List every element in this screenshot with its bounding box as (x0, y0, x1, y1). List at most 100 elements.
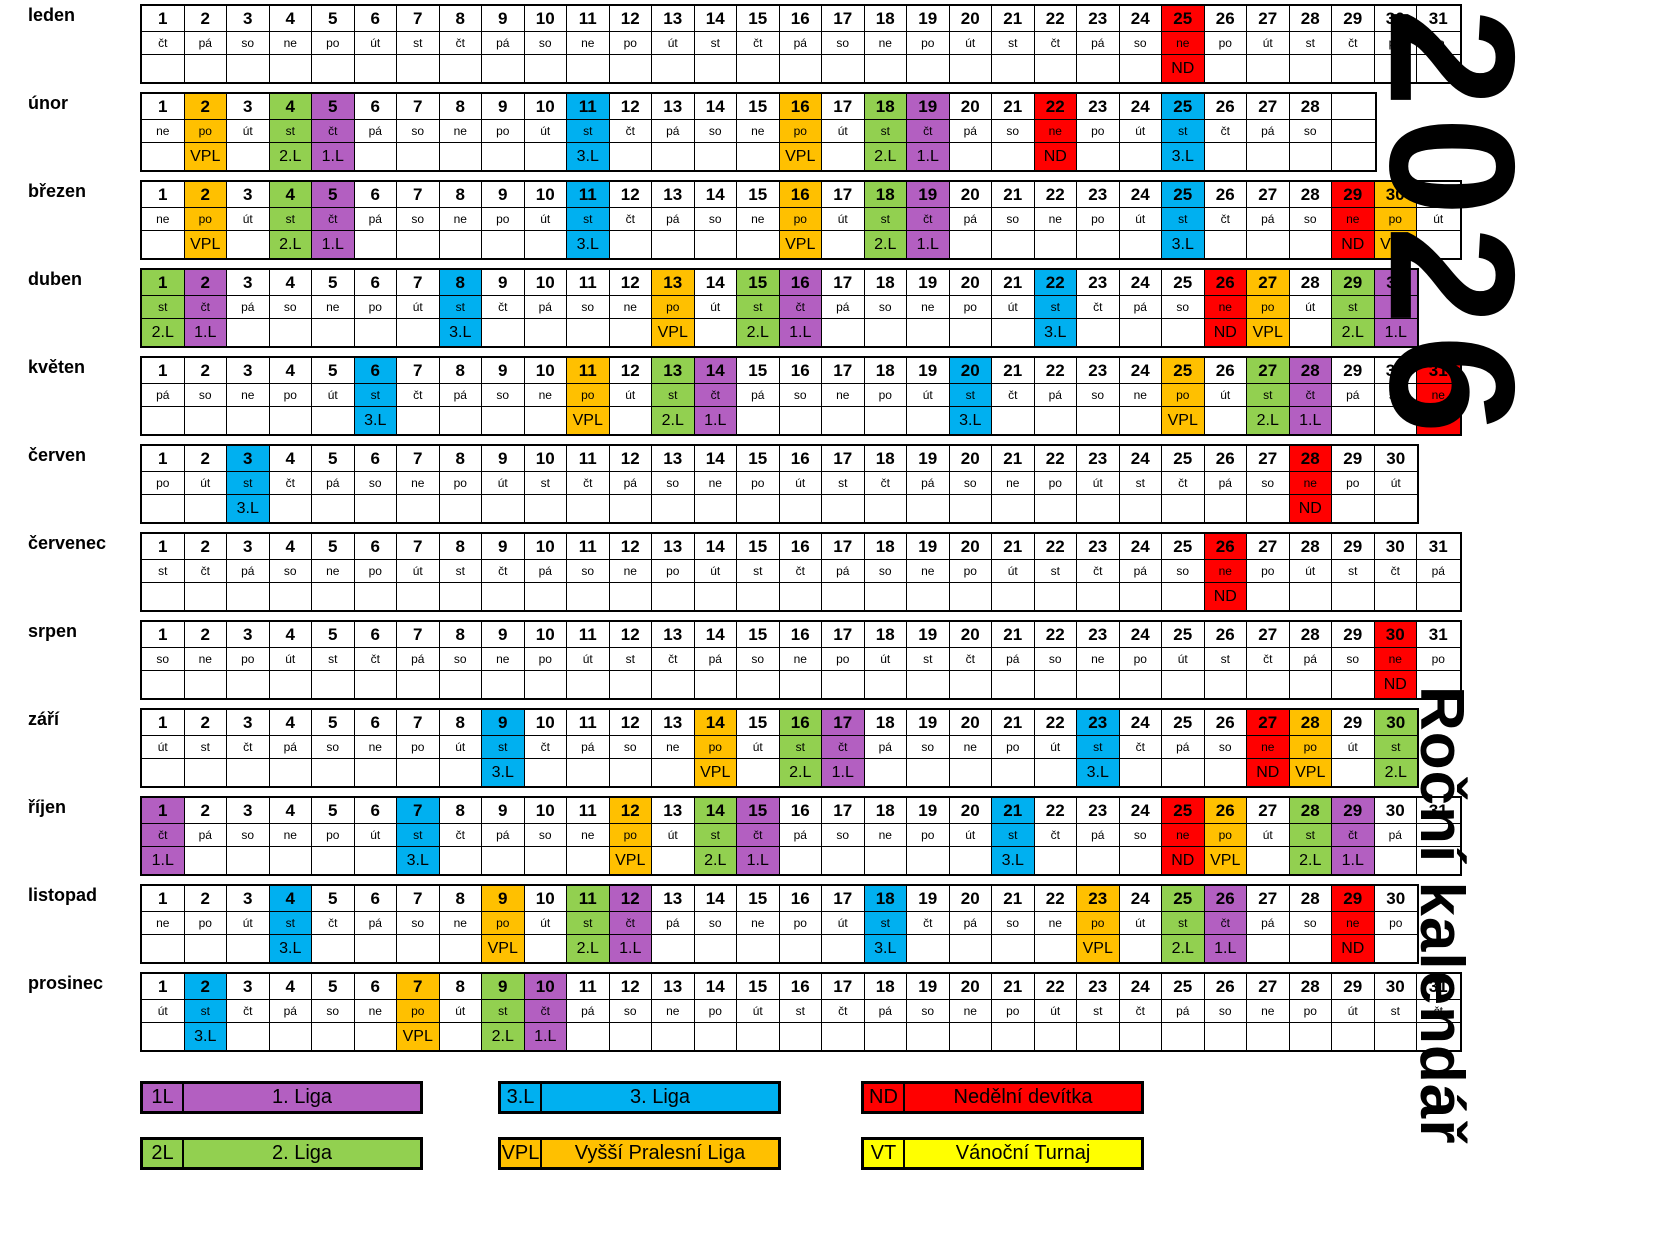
day-event-cell[interactable]: 1.L (907, 143, 950, 170)
empty-event-cell[interactable] (270, 583, 312, 610)
day-weekday-cell[interactable]: út (737, 736, 780, 759)
day-weekday-cell[interactable]: út (439, 736, 482, 759)
empty-event-cell[interactable] (1205, 1023, 1247, 1050)
empty-event-cell[interactable] (270, 495, 312, 522)
empty-event-cell[interactable] (185, 583, 227, 610)
day-number-cell[interactable]: 30 (1374, 974, 1417, 1000)
day-event-cell[interactable]: 3.L (439, 319, 482, 346)
day-event-cell[interactable]: VPL (694, 759, 737, 786)
day-weekday-cell[interactable]: pá (949, 208, 992, 231)
day-weekday-cell[interactable]: út (397, 560, 440, 583)
day-weekday-cell[interactable]: út (524, 912, 567, 935)
day-weekday-cell[interactable]: po (184, 208, 227, 231)
day-weekday-cell[interactable]: pá (779, 824, 822, 847)
day-weekday-cell[interactable]: so (397, 120, 440, 143)
day-weekday-cell[interactable]: čt (312, 912, 355, 935)
day-event-cell[interactable]: VPL (1077, 935, 1120, 962)
empty-event-cell[interactable] (1035, 759, 1077, 786)
day-number-cell[interactable]: 11 (567, 446, 610, 472)
day-number-cell[interactable]: 4 (269, 6, 312, 32)
empty-event-cell[interactable] (440, 935, 482, 962)
empty-event-cell[interactable] (780, 935, 822, 962)
empty-event-cell[interactable] (865, 671, 907, 698)
day-number-cell[interactable]: 22 (1034, 6, 1077, 32)
empty-event-cell[interactable] (525, 407, 567, 434)
day-weekday-cell[interactable]: ne (439, 208, 482, 231)
empty-event-cell[interactable] (992, 583, 1035, 610)
day-weekday-cell[interactable]: so (142, 648, 185, 671)
day-number-cell[interactable]: 20 (949, 182, 992, 208)
day-weekday-cell[interactable]: po (1204, 824, 1247, 847)
day-weekday-cell[interactable]: út (1162, 648, 1205, 671)
empty-event-cell[interactable] (1077, 583, 1120, 610)
day-weekday-cell[interactable]: čt (567, 472, 610, 495)
empty-event-cell[interactable] (1247, 847, 1290, 874)
day-weekday-cell[interactable]: po (949, 296, 992, 319)
day-number-cell[interactable]: 21 (992, 270, 1035, 296)
empty-event-cell[interactable] (142, 231, 185, 258)
day-weekday-cell[interactable]: st (864, 120, 907, 143)
day-number-cell[interactable]: 7 (397, 270, 440, 296)
empty-event-cell[interactable] (907, 1023, 950, 1050)
day-weekday-cell[interactable]: út (1077, 472, 1120, 495)
day-weekday-cell[interactable]: so (269, 560, 312, 583)
day-number-cell[interactable]: 2 (184, 974, 227, 1000)
day-number-cell[interactable]: 26 (1204, 710, 1247, 736)
day-event-cell[interactable]: 2.L (1332, 319, 1375, 346)
day-number-cell[interactable]: 17 (822, 710, 865, 736)
day-weekday-cell[interactable]: po (1247, 560, 1290, 583)
day-event-cell[interactable]: 2.L (694, 847, 737, 874)
day-weekday-cell[interactable]: út (737, 1000, 780, 1023)
day-weekday-cell[interactable]: pá (482, 32, 525, 55)
empty-event-cell[interactable] (482, 583, 525, 610)
day-number-cell[interactable]: 18 (864, 182, 907, 208)
day-number-cell[interactable]: 22 (1034, 710, 1077, 736)
empty-event-cell[interactable] (482, 231, 525, 258)
day-number-cell[interactable]: 6 (354, 182, 397, 208)
empty-event-cell[interactable] (950, 583, 992, 610)
day-number-cell[interactable]: 5 (312, 974, 355, 1000)
day-weekday-cell[interactable]: čt (609, 120, 652, 143)
day-weekday-cell[interactable]: st (1034, 296, 1077, 319)
empty-event-cell[interactable] (907, 407, 950, 434)
day-number-cell[interactable]: 30 (1374, 886, 1417, 912)
day-number-cell[interactable]: 3 (227, 622, 270, 648)
day-weekday-cell[interactable]: so (1374, 384, 1417, 407)
empty-event-cell[interactable] (1120, 935, 1162, 962)
day-number-cell[interactable]: 22 (1034, 182, 1077, 208)
day-weekday-cell[interactable]: st (737, 560, 780, 583)
day-event-cell[interactable]: 2.L (482, 1023, 525, 1050)
day-weekday-cell[interactable]: po (907, 824, 950, 847)
day-number-cell[interactable]: 12 (609, 94, 652, 120)
day-weekday-cell[interactable]: pá (227, 560, 270, 583)
day-weekday-cell[interactable]: pá (269, 1000, 312, 1023)
day-weekday-cell[interactable]: pá (524, 560, 567, 583)
day-number-cell[interactable]: 18 (864, 534, 907, 560)
empty-event-cell[interactable] (1120, 407, 1162, 434)
day-number-cell[interactable]: 1 (142, 446, 185, 472)
day-weekday-cell[interactable]: ne (1289, 472, 1332, 495)
day-weekday-cell[interactable]: čt (1119, 1000, 1162, 1023)
empty-event-cell[interactable] (950, 847, 992, 874)
day-weekday-cell[interactable]: st (737, 296, 780, 319)
day-weekday-cell[interactable]: so (822, 824, 865, 847)
day-number-cell[interactable]: 30 (1374, 6, 1417, 32)
day-weekday-cell[interactable]: út (1119, 208, 1162, 231)
empty-event-cell[interactable] (312, 407, 355, 434)
day-weekday-cell[interactable]: st (1077, 1000, 1120, 1023)
day-number-cell[interactable]: 16 (779, 358, 822, 384)
day-number-cell[interactable]: 2 (184, 358, 227, 384)
day-number-cell[interactable]: 15 (737, 534, 780, 560)
day-weekday-cell[interactable]: út (949, 32, 992, 55)
day-weekday-cell[interactable]: út (1332, 736, 1375, 759)
day-weekday-cell[interactable]: so (227, 824, 270, 847)
day-weekday-cell[interactable]: so (694, 208, 737, 231)
day-event-cell[interactable]: 2.L (652, 407, 695, 434)
day-weekday-cell[interactable]: pá (1289, 648, 1332, 671)
day-weekday-cell[interactable]: ne (184, 648, 227, 671)
day-event-cell[interactable]: 1.L (184, 319, 227, 346)
day-weekday-cell[interactable]: ne (609, 296, 652, 319)
empty-event-cell[interactable] (227, 935, 270, 962)
day-number-cell[interactable]: 8 (439, 446, 482, 472)
day-number-cell[interactable]: 3 (227, 446, 270, 472)
